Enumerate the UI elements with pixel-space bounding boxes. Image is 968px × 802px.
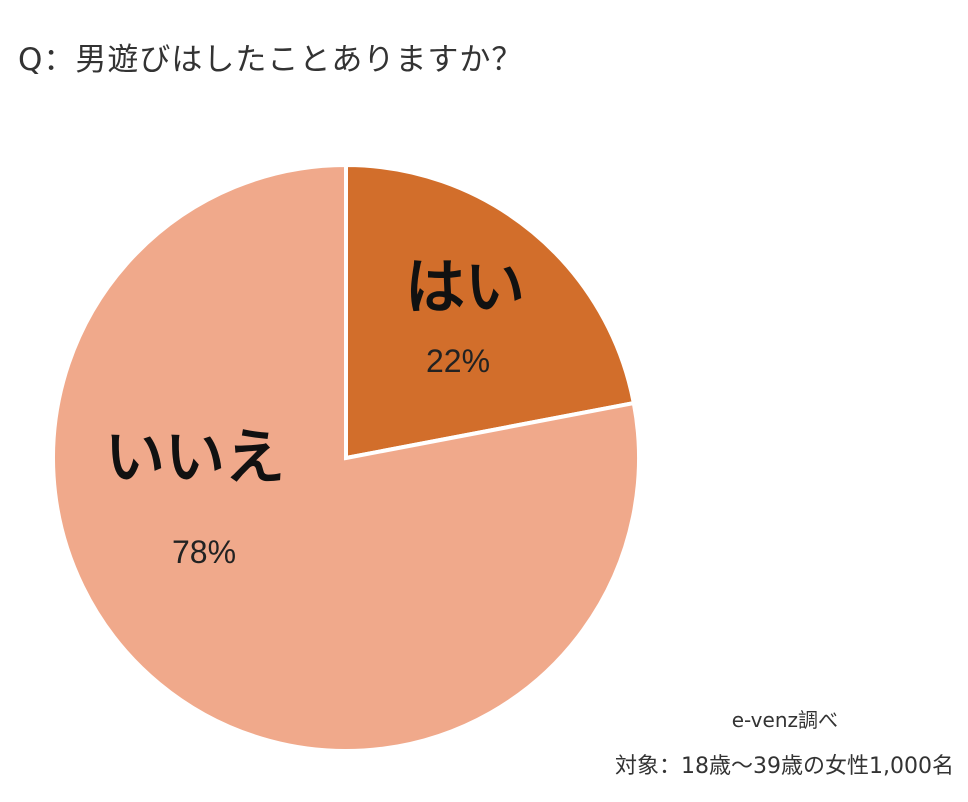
source-credit: e-venz調べ — [731, 708, 838, 732]
pie-labels: はい 22% いいえ 78% — [105, 253, 525, 570]
pie-slice-value-1: 78% — [172, 534, 236, 570]
pie-slices — [51, 162, 641, 753]
pie-slice-label-1: いいえ — [105, 423, 285, 493]
pie-slice-value-0: 22% — [426, 343, 490, 379]
survey-target-note: 対象：18歳〜39歳の女性1,000名 — [615, 754, 954, 779]
chart-title: Q：男遊びはしたことありますか？ — [18, 42, 524, 78]
pie-slice-0 — [344, 162, 637, 461]
pie-slice-1 — [51, 162, 641, 753]
pie-slice-label-0: はい — [405, 253, 525, 323]
